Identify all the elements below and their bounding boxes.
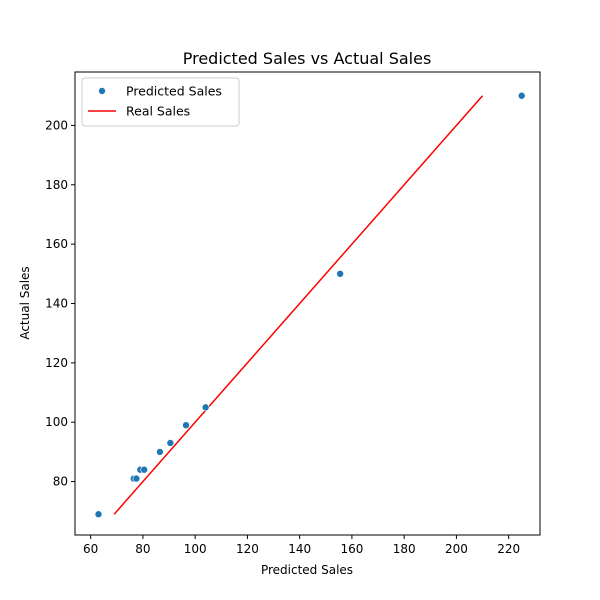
x-tick-label: 180 xyxy=(393,542,416,556)
legend-label-predicted-sales: Predicted Sales xyxy=(126,84,222,99)
y-tick-label: 80 xyxy=(53,475,68,489)
data-point xyxy=(140,465,149,474)
data-point xyxy=(182,421,190,429)
x-axis-label: Predicted Sales xyxy=(261,563,353,577)
x-tick-label: 100 xyxy=(184,542,207,556)
data-point xyxy=(94,510,103,519)
x-axis: 60 80 100 120 140 160 180 200 220 xyxy=(83,535,520,556)
y-axis-label: Actual Sales xyxy=(18,266,32,339)
legend-marker-predicted-sales xyxy=(98,87,106,95)
y-tick-label: 100 xyxy=(45,415,68,429)
y-tick-label: 140 xyxy=(45,297,68,311)
legend: Predicted Sales Real Sales xyxy=(81,77,240,127)
series-line-real-sales xyxy=(113,95,484,515)
x-tick-label: 120 xyxy=(236,542,259,556)
y-tick-label: 200 xyxy=(45,118,68,132)
chart-title: Predicted Sales vs Actual Sales xyxy=(183,49,432,68)
data-point xyxy=(517,91,526,100)
plot-area xyxy=(94,91,526,519)
y-tick-label: 120 xyxy=(45,356,68,370)
y-tick-label: 180 xyxy=(45,178,68,192)
x-tick-label: 200 xyxy=(445,542,468,556)
y-tick-label: 160 xyxy=(45,237,68,251)
y-axis: 80 100 120 140 160 180 200 xyxy=(45,118,75,489)
data-point xyxy=(156,448,164,456)
data-point xyxy=(201,403,210,412)
data-point xyxy=(166,439,175,447)
legend-label-real-sales: Real Sales xyxy=(126,104,190,119)
x-tick-label: 140 xyxy=(288,542,311,556)
x-tick-label: 80 xyxy=(135,542,150,556)
data-point xyxy=(132,474,141,483)
data-point xyxy=(336,270,344,278)
legend-box xyxy=(81,77,240,127)
x-tick-label: 60 xyxy=(83,542,98,556)
x-tick-label: 160 xyxy=(340,542,363,556)
x-tick-label: 220 xyxy=(497,542,520,556)
